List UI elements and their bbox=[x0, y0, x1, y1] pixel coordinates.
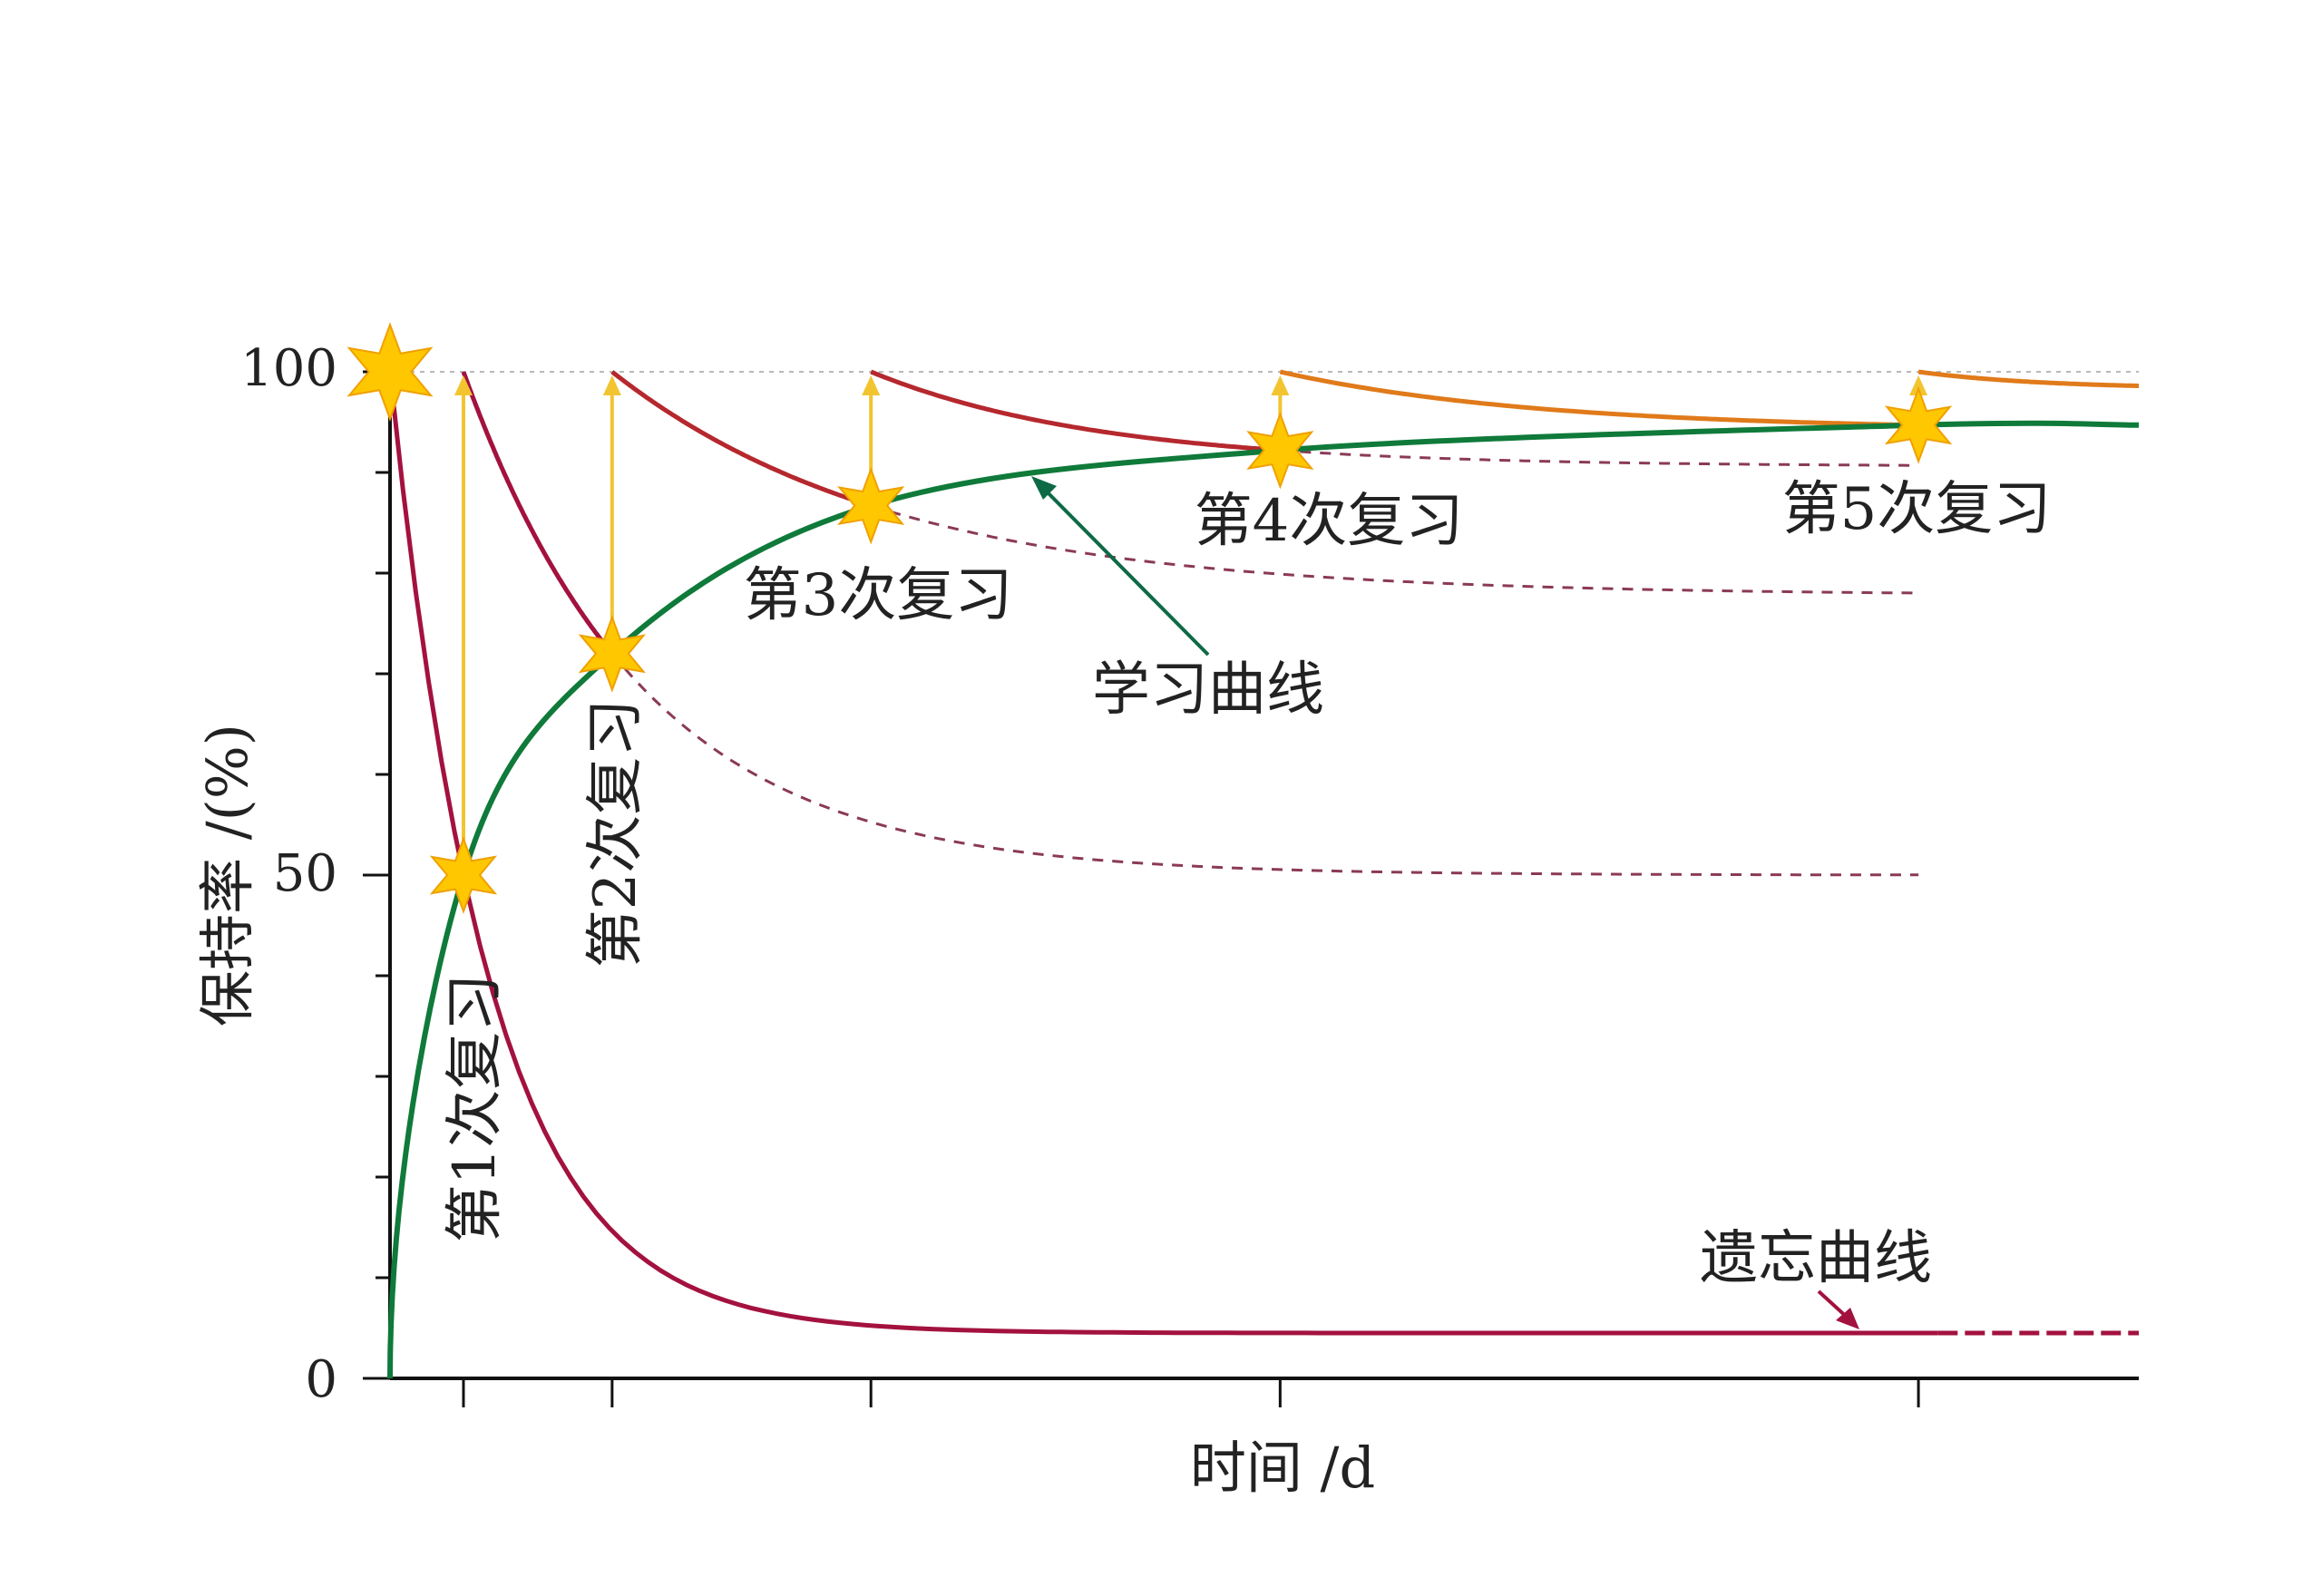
y-tick-label-100: 100 bbox=[240, 339, 337, 398]
review-curve-dashed-3 bbox=[1280, 449, 1919, 467]
marks bbox=[346, 322, 2140, 1379]
review-curve-dashed-2 bbox=[870, 504, 1919, 595]
forgetting-curve bbox=[387, 371, 1938, 1336]
review-arrowhead-2 bbox=[602, 375, 621, 395]
review-arrowhead-5 bbox=[1909, 375, 1928, 395]
review-label-4: 第4次复习 bbox=[1195, 488, 1464, 555]
star-start bbox=[346, 322, 434, 422]
review-curve-2 bbox=[610, 370, 872, 508]
review-arrowhead-4 bbox=[1271, 375, 1290, 395]
review-label-5: 第5次复习 bbox=[1782, 476, 2052, 543]
y-tick-label-50: 50 bbox=[273, 844, 337, 903]
star-review-4 bbox=[1246, 411, 1314, 490]
star-review-3 bbox=[837, 466, 905, 545]
review-arrowhead-3 bbox=[862, 375, 881, 395]
star-review-2 bbox=[578, 614, 646, 693]
star-review-1 bbox=[429, 836, 498, 914]
learning-curve-pointer bbox=[1037, 482, 1210, 657]
review-label-1: 第1次复习 bbox=[442, 974, 509, 1243]
review-arrowhead-1 bbox=[454, 375, 473, 395]
review-label-3: 第3次复习 bbox=[744, 562, 1013, 629]
learning-curve-pointer-head bbox=[1031, 476, 1057, 500]
star-review-5 bbox=[1884, 385, 1953, 464]
y-axis-label: 保持率 /(%) bbox=[194, 724, 260, 1027]
review-curve-dashed-1 bbox=[610, 652, 1919, 877]
forgetting-curve-label: 遗忘曲线 bbox=[1700, 1225, 1932, 1292]
review-curve-1 bbox=[461, 371, 614, 656]
forgetting-curve-pointer-head bbox=[1836, 1308, 1859, 1329]
y-tick-label-0: 0 bbox=[305, 1350, 337, 1409]
review-curve-5 bbox=[1917, 369, 2139, 388]
review-label-2: 第2次复习 bbox=[582, 699, 649, 968]
review-curve-3 bbox=[870, 369, 1281, 453]
review-curve-4 bbox=[1279, 369, 1919, 428]
labels: 100 50 0 保持率 /(%) 时间 /d 第1次复习 第2次复习 第3次复… bbox=[194, 339, 2051, 1501]
x-axis-label: 时间 /d bbox=[1190, 1435, 1375, 1501]
learning-curve-label: 学习曲线 bbox=[1092, 657, 1324, 724]
